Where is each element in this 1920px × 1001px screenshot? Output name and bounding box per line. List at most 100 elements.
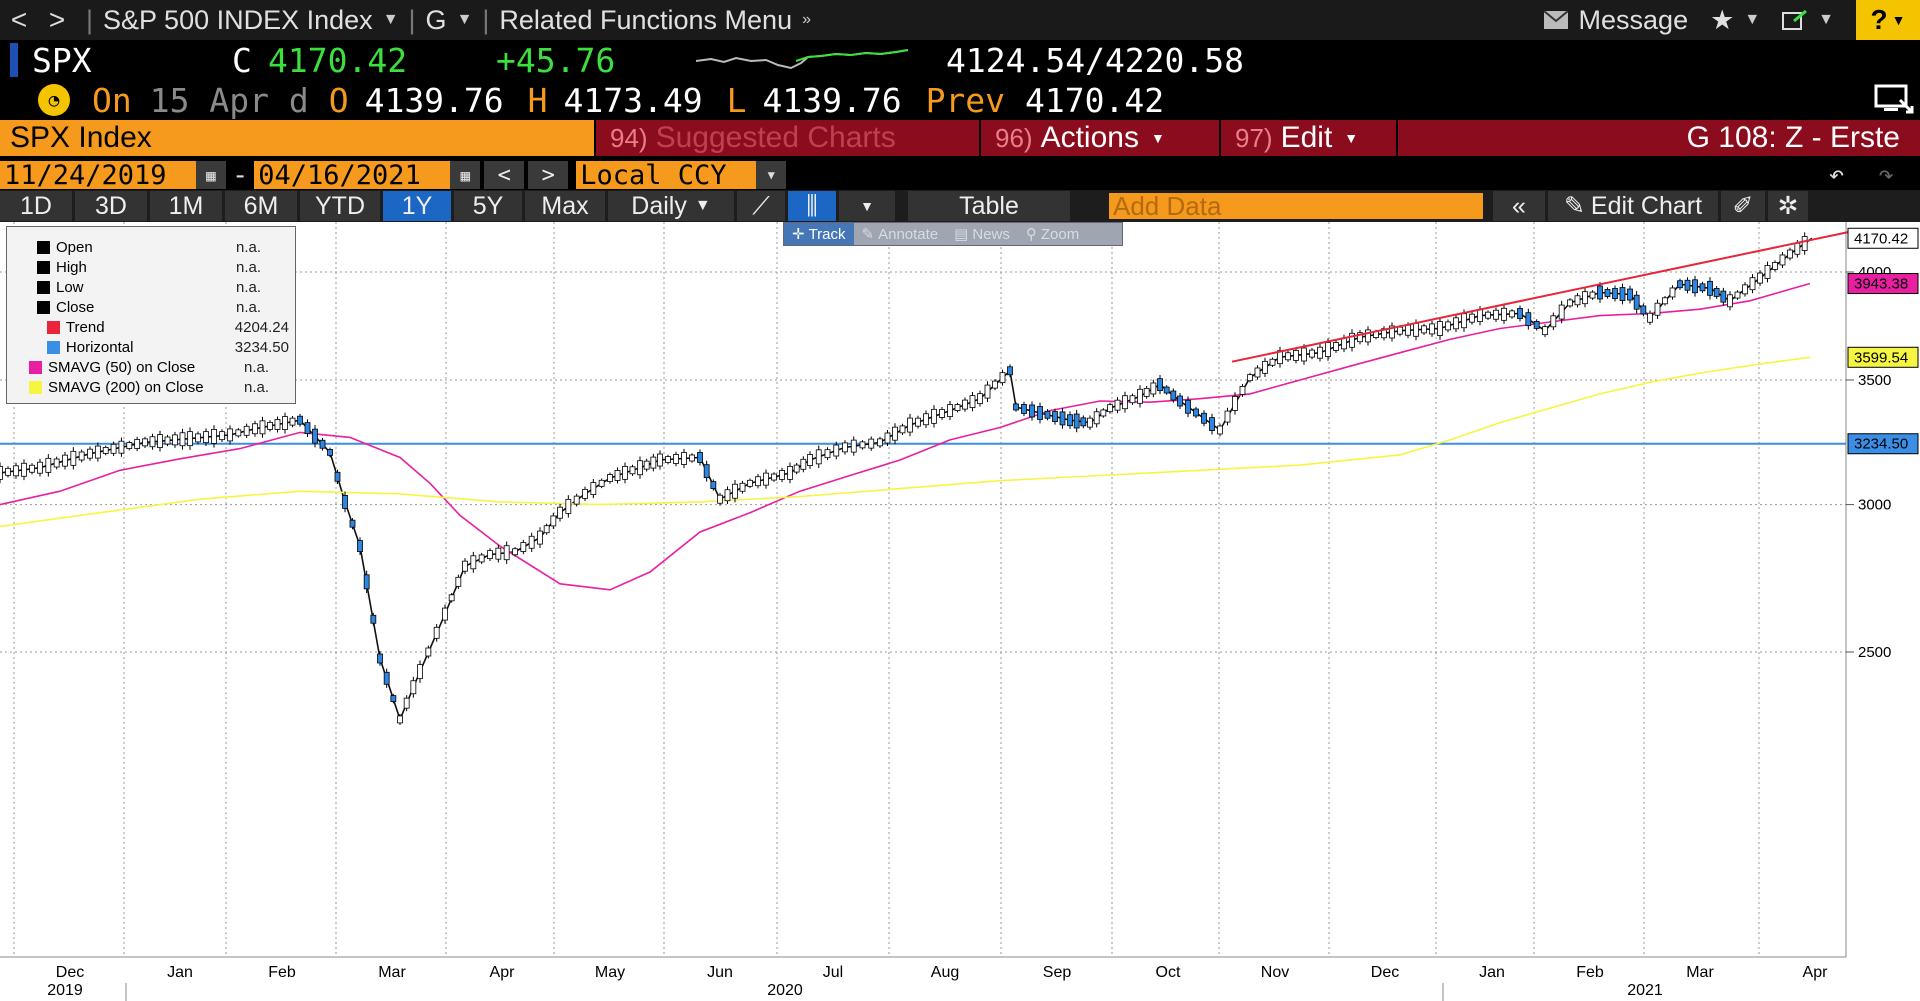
range-max[interactable]: Max	[525, 191, 605, 221]
related-functions-menu[interactable]: Related Functions Menu »	[499, 5, 811, 36]
caret-down-icon: ▼	[456, 11, 473, 28]
start-date-field[interactable]: 11/24/2019	[0, 160, 196, 191]
candle-body	[1325, 342, 1331, 357]
candle-body	[29, 464, 35, 473]
double-chevron-down-icon: »	[802, 11, 811, 28]
range-1y[interactable]: 1Y	[383, 191, 451, 221]
smavg-200-line[interactable]	[0, 356, 1811, 528]
range-6m[interactable]: 6M	[225, 191, 297, 221]
candle-body	[999, 372, 1006, 384]
legend-row-open[interactable]: Open n.a.	[37, 237, 289, 257]
edit-menu[interactable]: 97) Edit ▼	[1221, 120, 1396, 156]
candle-body	[650, 456, 657, 469]
candle-body	[1764, 265, 1771, 279]
forward-button[interactable]: >	[48, 4, 66, 35]
x-tick-label: Dec	[56, 964, 84, 981]
price-chart[interactable]: 2500 3000 3500 4000 4170.42 3943.38 3599.54 323…	[0, 222, 1920, 1001]
legend-row-smavg50[interactable]: SMAVG (50) on Close n.a.	[29, 357, 289, 377]
caret-down-icon: ▼	[382, 11, 399, 28]
caret-down-icon: ▼	[694, 197, 711, 214]
calendar-icon[interactable]: ▦	[450, 161, 481, 189]
legend-row-horizontal[interactable]: Horizontal 3234.50	[37, 337, 289, 357]
candle-body	[1037, 406, 1043, 420]
monitor-icon[interactable]	[1874, 84, 1914, 116]
security-selector[interactable]: S&P 500 INDEX Index ▼	[103, 5, 399, 36]
favorites-button[interactable]: ★ ▼	[1710, 5, 1760, 36]
prev-period-button[interactable]: <	[484, 161, 525, 189]
back-button[interactable]: <	[10, 4, 28, 35]
annotate-tool[interactable]: ✎ Annotate	[854, 223, 947, 245]
next-period-button[interactable]: >	[528, 161, 569, 189]
function-selector[interactable]: G ▼	[426, 5, 473, 36]
speedometer-icon[interactable]: ◔	[38, 84, 70, 116]
candle-body	[962, 399, 968, 410]
price-chart-svg[interactable]: 25003000350040004170.423943.383599.54323…	[0, 222, 1920, 1001]
zoom-tool[interactable]: ⚲ Zoom	[1018, 223, 1087, 245]
calendar-icon[interactable]: ▦	[196, 161, 226, 189]
pencil-icon: ✎	[1563, 192, 1585, 220]
trend-line[interactable]	[1231, 230, 1851, 363]
candlestick-icon[interactable]: ⫼	[788, 191, 836, 221]
legend-row-low[interactable]: Low n.a.	[37, 277, 289, 297]
export-button[interactable]: ▼	[1782, 9, 1834, 31]
x-tick-label: Jul	[823, 964, 843, 981]
candle-body	[763, 472, 769, 486]
table-button[interactable]: Table	[908, 191, 1070, 221]
undo-icon[interactable]: ↶	[1828, 160, 1845, 190]
candle-body	[1413, 322, 1419, 337]
candle-body	[363, 574, 370, 590]
range-5y[interactable]: 5Y	[454, 191, 522, 221]
candle-body	[520, 542, 527, 552]
edit-chart-label: Edit Chart	[1590, 191, 1703, 220]
candle-body	[377, 653, 383, 664]
collapse-icon[interactable]: «	[1493, 191, 1545, 221]
chart-legend[interactable]: Open n.a. High n.a. Low n.a. Close n.a. Tren…	[6, 226, 296, 404]
edit-chart-button[interactable]: ✎ Edit Chart	[1548, 191, 1718, 221]
range-ytd[interactable]: YTD	[300, 191, 380, 221]
layout-name: G 108: Z - Erste	[1398, 120, 1920, 156]
gear-icon[interactable]: ✲	[1768, 191, 1808, 221]
draw-icon[interactable]: ✐	[1721, 191, 1765, 221]
candle-body	[724, 489, 731, 502]
x-tick-label: Dec	[1371, 964, 1399, 981]
legend-row-smavg200[interactable]: SMAVG (200) on Close n.a.	[29, 377, 289, 397]
prev-label: Prev	[925, 80, 1006, 120]
redo-icon[interactable]: ↷	[1878, 160, 1894, 190]
legend-swatch	[29, 380, 42, 394]
message-button[interactable]: Message	[1542, 5, 1688, 36]
add-data-input[interactable]: Add Data	[1109, 191, 1483, 221]
suggested-charts-button[interactable]: 94) Suggested Charts	[596, 120, 979, 156]
end-date-field[interactable]: 04/16/2021	[254, 160, 451, 191]
news-tool[interactable]: ▤ News	[946, 223, 1018, 245]
candle-body	[1080, 417, 1087, 427]
range-1d[interactable]: 1D	[0, 191, 72, 221]
currency-select[interactable]: Local CCY	[576, 160, 757, 191]
legend-row-close[interactable]: Close n.a.	[37, 297, 289, 317]
range-3d[interactable]: 3D	[75, 191, 147, 221]
legend-value: 4204.24	[234, 318, 289, 336]
candle-body	[1239, 386, 1246, 395]
line-chart-icon[interactable]: ⟋	[737, 191, 785, 221]
candle-body	[747, 479, 753, 487]
chart-type-dropdown-icon[interactable]: ▼	[839, 191, 895, 221]
legend-row-trend[interactable]: Trend 4204.24	[37, 317, 289, 337]
period-select[interactable]: Daily ▼	[608, 191, 734, 221]
candle-body	[1087, 417, 1093, 428]
candle-body	[1692, 279, 1698, 294]
legend-name: SMAVG (200) on Close	[48, 378, 204, 396]
candle-body	[1309, 349, 1315, 358]
candle-body	[1517, 308, 1523, 319]
track-tool[interactable]: ✛ Track	[784, 223, 854, 245]
actions-menu[interactable]: 96) Actions ▼	[981, 120, 1219, 156]
help-button[interactable]: ? ▼	[1856, 0, 1920, 40]
caret-down-icon[interactable]: ▼	[756, 161, 787, 189]
candle-body	[403, 697, 410, 709]
smavg-50-line[interactable]	[0, 282, 1811, 591]
candle-body	[211, 429, 217, 444]
candle-body	[689, 454, 695, 462]
quote-date: 15 Apr d	[149, 80, 309, 120]
range-1m[interactable]: 1M	[150, 191, 222, 221]
legend-row-high[interactable]: High n.a.	[37, 257, 289, 277]
candle-body	[1232, 395, 1238, 411]
candle-body	[557, 506, 563, 519]
